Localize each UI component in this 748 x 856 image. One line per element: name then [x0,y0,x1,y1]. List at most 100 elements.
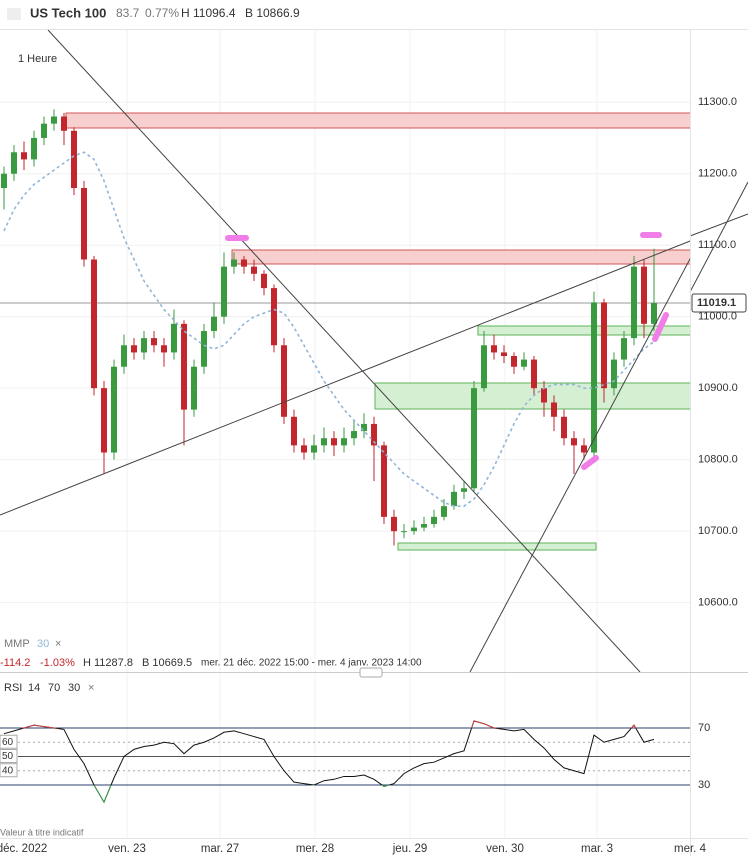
rsi-left-tick-box [0,749,18,763]
highlight-marker [652,312,669,342]
rsi-left-tick-box [0,734,18,749]
candle-body [21,152,27,160]
y-tick-label: 10600.0 [698,597,738,609]
candle-body [371,423,377,446]
candle-body [401,531,407,533]
candle-body [421,524,427,528]
candle-body [151,338,157,346]
rsi-line [3,720,655,804]
candle-body [61,116,67,131]
candle-body [471,388,477,489]
candle-body [331,438,337,446]
candle-body [221,266,227,317]
x-tick-label: mer. 4 [674,843,707,855]
trend-line [469,257,690,672]
pane-resize-handle[interactable] [359,667,383,678]
x-tick-label: mar. 3 [581,843,613,855]
candle-body [501,352,507,357]
y-tick-label: 11000.0 [698,311,737,323]
resistance-zone [65,112,690,129]
candle-body [391,516,397,532]
candle-body [541,388,547,403]
candle-body [241,259,247,267]
close-icon[interactable]: × [88,682,94,694]
y-tick-label: 10800.0 [698,454,738,466]
candle-body [461,488,467,492]
candle-body [431,516,437,525]
candle-body [271,288,277,346]
disclaimer: Valeur à titre indicatif [0,827,84,837]
y-tick-label: 11300.0 [698,96,737,108]
candle-body [641,266,647,324]
candle-body [521,359,527,367]
candle-body [41,123,47,138]
candle-body [291,416,297,446]
candle-body [381,445,387,517]
rsi-right-tick: 70 [698,722,710,734]
y-tick-label: 10900.0 [698,382,738,394]
x-tick-label: jeu. 29 [392,843,428,855]
last-price-label: 11019.1 [697,297,736,309]
candle-body [491,345,497,353]
period-high: H 11287.8 [83,657,133,669]
candle-body [191,366,197,410]
x-tick-label: ven. 30 [486,843,524,855]
candle-body [11,152,17,174]
change: 83.7 [116,6,140,20]
rsi-left-tick: 50 [2,751,14,762]
period-low: B 10669.5 [142,657,192,669]
candle-body [181,323,187,410]
period-change-pct: -1.03% [40,657,75,669]
candle-body [611,359,617,389]
candle-body [161,345,167,353]
candle-body [91,259,97,389]
candle-body [141,338,147,353]
candle-body [351,431,357,439]
rsi-left-tick: 40 [2,765,14,776]
x-tick-label: mar. 27 [201,843,239,855]
candle-body [171,323,177,353]
y-tick-label: 11100.0 [698,239,736,251]
candle-body [281,345,287,417]
candle-body [651,303,657,324]
candle-body [321,438,327,446]
rsi-param: 30 [68,682,80,694]
rsi-label: RSI [4,682,22,694]
candle-body [621,338,627,360]
change-pct: 0.77% [145,6,179,20]
moving-average [3,151,655,507]
support-zone [477,325,690,336]
candle-body [131,345,137,353]
period-range: mer. 21 déc. 2022 15:00 - mer. 4 janv. 2… [201,658,422,669]
trend-line [47,30,641,672]
rsi-right-tick: 30 [698,779,710,791]
low-label: B 10866.9 [245,6,300,20]
candle-body [341,438,347,446]
instrument-title: US Tech 100 [30,5,106,20]
candle-body [121,345,127,367]
close-icon[interactable]: × [55,638,61,650]
candle-body [251,266,257,274]
high-label: H 11096.4 [181,6,236,20]
y-tick-label: 10700.0 [698,525,738,537]
candle-body [31,137,37,160]
x-tick-label: déc. 2022 [0,843,47,855]
candle-body [441,506,447,517]
candle-body [111,366,117,453]
candle-body [551,402,557,417]
menu-icon[interactable] [7,8,21,20]
trend-line [689,213,748,237]
timeframe: 1 Heure [18,53,57,65]
x-tick-label: mer. 28 [296,843,334,855]
candle-body [561,416,567,439]
ma-period: 30 [37,638,49,650]
candle-body [101,388,107,453]
highlight-marker [581,455,599,470]
resistance-zone [231,249,690,265]
rsi-param: 70 [48,682,60,694]
candle-body [311,445,317,453]
period-change: -114.2 [0,657,30,669]
trend-line [689,181,748,293]
candle-body [81,187,87,260]
